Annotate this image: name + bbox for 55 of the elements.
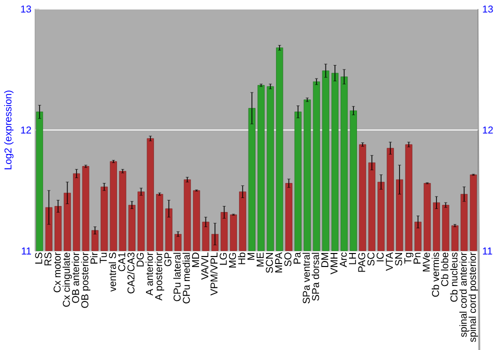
x-tick-label: M bbox=[248, 253, 254, 260]
x-tick-label: spinal cord anterior bbox=[459, 252, 469, 337]
x-tick-label: A anterior bbox=[146, 252, 153, 296]
x-tick-label: VPM/VPL bbox=[210, 252, 218, 296]
y2-tick-label: 13 bbox=[482, 5, 493, 13]
x-tick-label: Cb vermis bbox=[432, 252, 440, 297]
x-tick-label: MG bbox=[228, 252, 236, 268]
x-tick-label: IC bbox=[376, 252, 384, 262]
x-tick-label: RS bbox=[44, 252, 52, 266]
x-tick-label: SN bbox=[395, 253, 402, 266]
x-tick-label: SC bbox=[367, 252, 374, 266]
x-tick-label: VMH bbox=[330, 253, 338, 274]
x-tick-label: Pn bbox=[414, 252, 421, 264]
x-tick-label: SCN bbox=[266, 253, 273, 273]
x-tick-label: MD bbox=[192, 252, 200, 267]
y2-tick-label: 11 bbox=[482, 248, 492, 254]
x-tick-label: Cb nucleus bbox=[450, 252, 458, 302]
y-axis-title: Log2 (expression) bbox=[4, 90, 14, 170]
x-tick-label: Tu bbox=[100, 252, 107, 264]
x-tick-label: MPA bbox=[275, 252, 282, 272]
x-tick-label: A posterior bbox=[154, 252, 164, 301]
x-tick-label: MVe bbox=[422, 252, 430, 272]
x-tick-label: SO bbox=[284, 252, 292, 266]
x-tick-label: CPu medial bbox=[182, 252, 190, 304]
x-tick-label: SPa dorsal bbox=[312, 252, 320, 301]
x-tick-label: SPa ventral bbox=[302, 252, 310, 304]
x-tick-label: DM bbox=[321, 253, 328, 267]
x-tick-label: Tg bbox=[404, 252, 414, 264]
x-tick-label: VTA bbox=[386, 252, 393, 271]
x-tick-label: ME bbox=[256, 252, 264, 266]
x-tick-label: CA2/CA3 bbox=[127, 252, 135, 294]
x-tick-label: Cb lobe bbox=[440, 252, 448, 286]
x-tick-label: ventral S bbox=[108, 252, 116, 292]
y-tick-label: 12 bbox=[21, 126, 31, 134]
y-tick-label: 13 bbox=[21, 5, 32, 13]
x-tick-label: Pir bbox=[90, 252, 98, 264]
x-tick-label: PAG bbox=[358, 252, 366, 272]
y2-tick-label: 12 bbox=[482, 126, 493, 134]
x-tick-label: VA/VL bbox=[201, 252, 208, 280]
x-tick-label: GP bbox=[164, 252, 172, 266]
x-tick-label: DG bbox=[136, 252, 144, 266]
x-tick-label: OB anterior bbox=[72, 252, 80, 303]
x-tick-label: CA1 bbox=[118, 252, 126, 272]
x-tick-label: LS bbox=[35, 252, 42, 264]
x-tick-label: Hb bbox=[238, 252, 246, 264]
x-tick-label: OB posterior bbox=[81, 252, 90, 308]
x-tick-label: Cx motor bbox=[54, 252, 61, 292]
x-tick-label: LH bbox=[349, 253, 356, 264]
x-tick-label: CPu lateral bbox=[173, 252, 181, 302]
x-tick-label: spinal cord posterior bbox=[468, 252, 478, 342]
y-tick-label: 11 bbox=[22, 248, 31, 254]
x-tick-label: LG bbox=[220, 252, 227, 265]
x-tick-label: Cx cingulate bbox=[62, 252, 72, 307]
x-tick-label: Arc bbox=[340, 252, 347, 268]
x-tick-label: Pa bbox=[294, 252, 301, 264]
